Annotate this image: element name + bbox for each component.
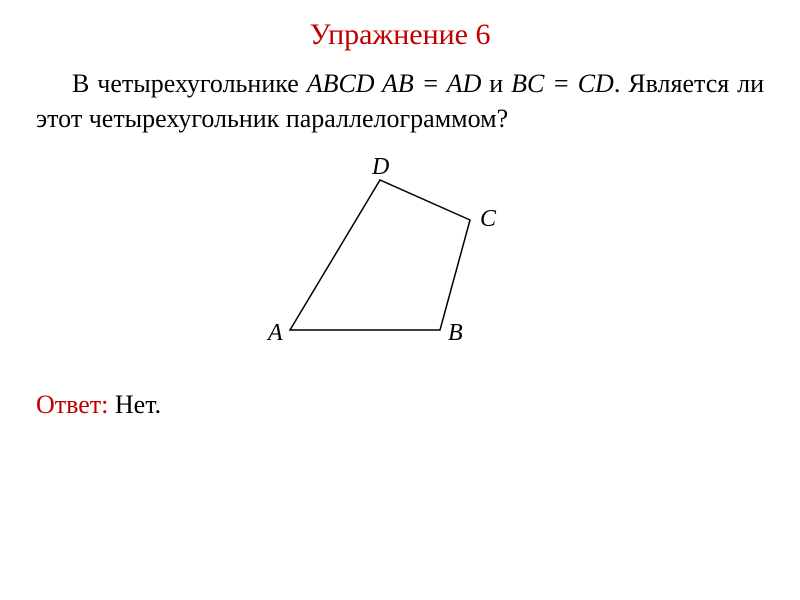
answer-line: Ответ: Нет. [0,390,800,420]
problem-statement: В четырехугольнике ABCD AB = AD и BC = C… [0,66,800,136]
vertex-label-a: A [268,320,283,347]
problem-part: ABCD AB = AD [307,69,482,98]
problem-part: и [481,69,511,98]
quadrilateral-polygon [290,180,470,330]
answer-label: Ответ: [36,390,115,419]
exercise-title: Упражнение 6 [0,0,800,66]
figure-container: ABCD [0,160,800,360]
answer-value: Нет. [115,390,161,419]
quadrilateral-figure: ABCD [250,160,550,360]
vertex-label-d: D [372,154,389,181]
vertex-label-c: C [480,206,496,233]
problem-part: В четырехугольнике [72,69,307,98]
quadrilateral-svg [250,160,550,360]
problem-part: BC = CD [511,69,614,98]
vertex-label-b: B [448,320,463,347]
